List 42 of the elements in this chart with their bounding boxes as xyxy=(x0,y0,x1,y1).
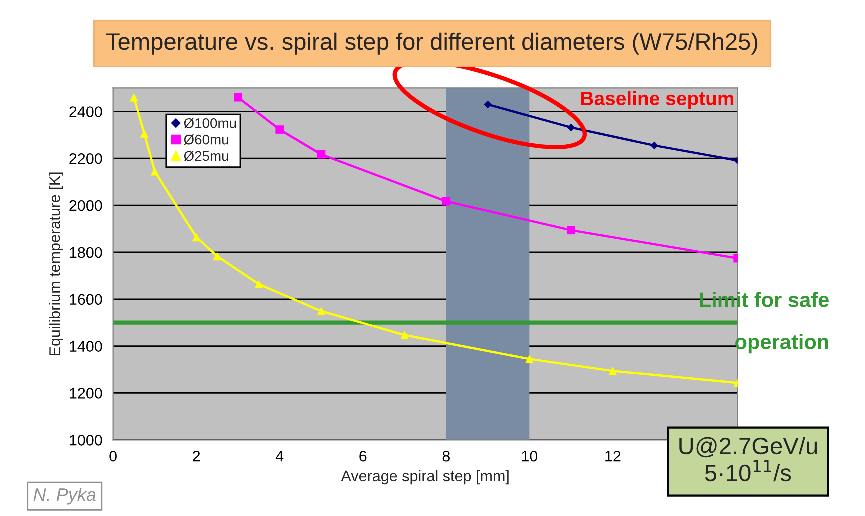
point xyxy=(484,100,492,109)
y-tick-label: 1400 xyxy=(70,341,102,352)
x-tick-label: 10 xyxy=(522,450,538,462)
y-tick-label: 2400 xyxy=(70,106,102,118)
point xyxy=(140,130,149,138)
point xyxy=(234,93,242,102)
y-tick-label: 2000 xyxy=(70,200,102,212)
point xyxy=(400,331,409,340)
legend-label: Ø60mu xyxy=(184,134,228,145)
point xyxy=(567,226,576,235)
point xyxy=(192,233,201,242)
x-tick-label: 6 xyxy=(360,450,367,462)
y-tick-label: 1600 xyxy=(70,294,102,306)
y-tick-label: 1800 xyxy=(70,247,102,258)
legend-label: Ø25mu xyxy=(184,151,228,162)
x-tick-label: 0 xyxy=(110,450,117,462)
x-tick-label: 12 xyxy=(606,450,621,462)
text: N. Pyka xyxy=(34,488,96,505)
chart-title: Temperature vs. spiral step for different diameters (W75/Rh25) xyxy=(106,32,758,55)
annotation: U@2.7GeV/u 5·10$^{11}$/s xyxy=(680,437,818,482)
y-tick-label: 1000 xyxy=(70,435,102,446)
point xyxy=(213,252,222,261)
point xyxy=(526,355,534,364)
y-tick-label: 2200 xyxy=(70,153,102,164)
point xyxy=(317,150,326,159)
point xyxy=(276,126,284,134)
point xyxy=(130,93,138,102)
x-tick-label: 4 xyxy=(276,451,284,462)
point xyxy=(150,167,160,176)
x-tick-label: 8 xyxy=(442,450,450,462)
y-tick-label: 1200 xyxy=(70,388,102,399)
annotation: Baseline septum xyxy=(582,91,734,110)
y-axis-title: Equilibrium temperature [K] xyxy=(49,172,64,356)
legend-label: Ø100mu xyxy=(184,118,236,129)
point xyxy=(650,142,659,150)
x-axis-title: Average spiral step [mm] xyxy=(341,470,509,485)
point xyxy=(608,367,618,376)
point xyxy=(317,307,326,316)
point xyxy=(254,280,264,289)
x-tick-label: 2 xyxy=(193,450,200,462)
point xyxy=(442,197,451,206)
point xyxy=(567,124,576,132)
